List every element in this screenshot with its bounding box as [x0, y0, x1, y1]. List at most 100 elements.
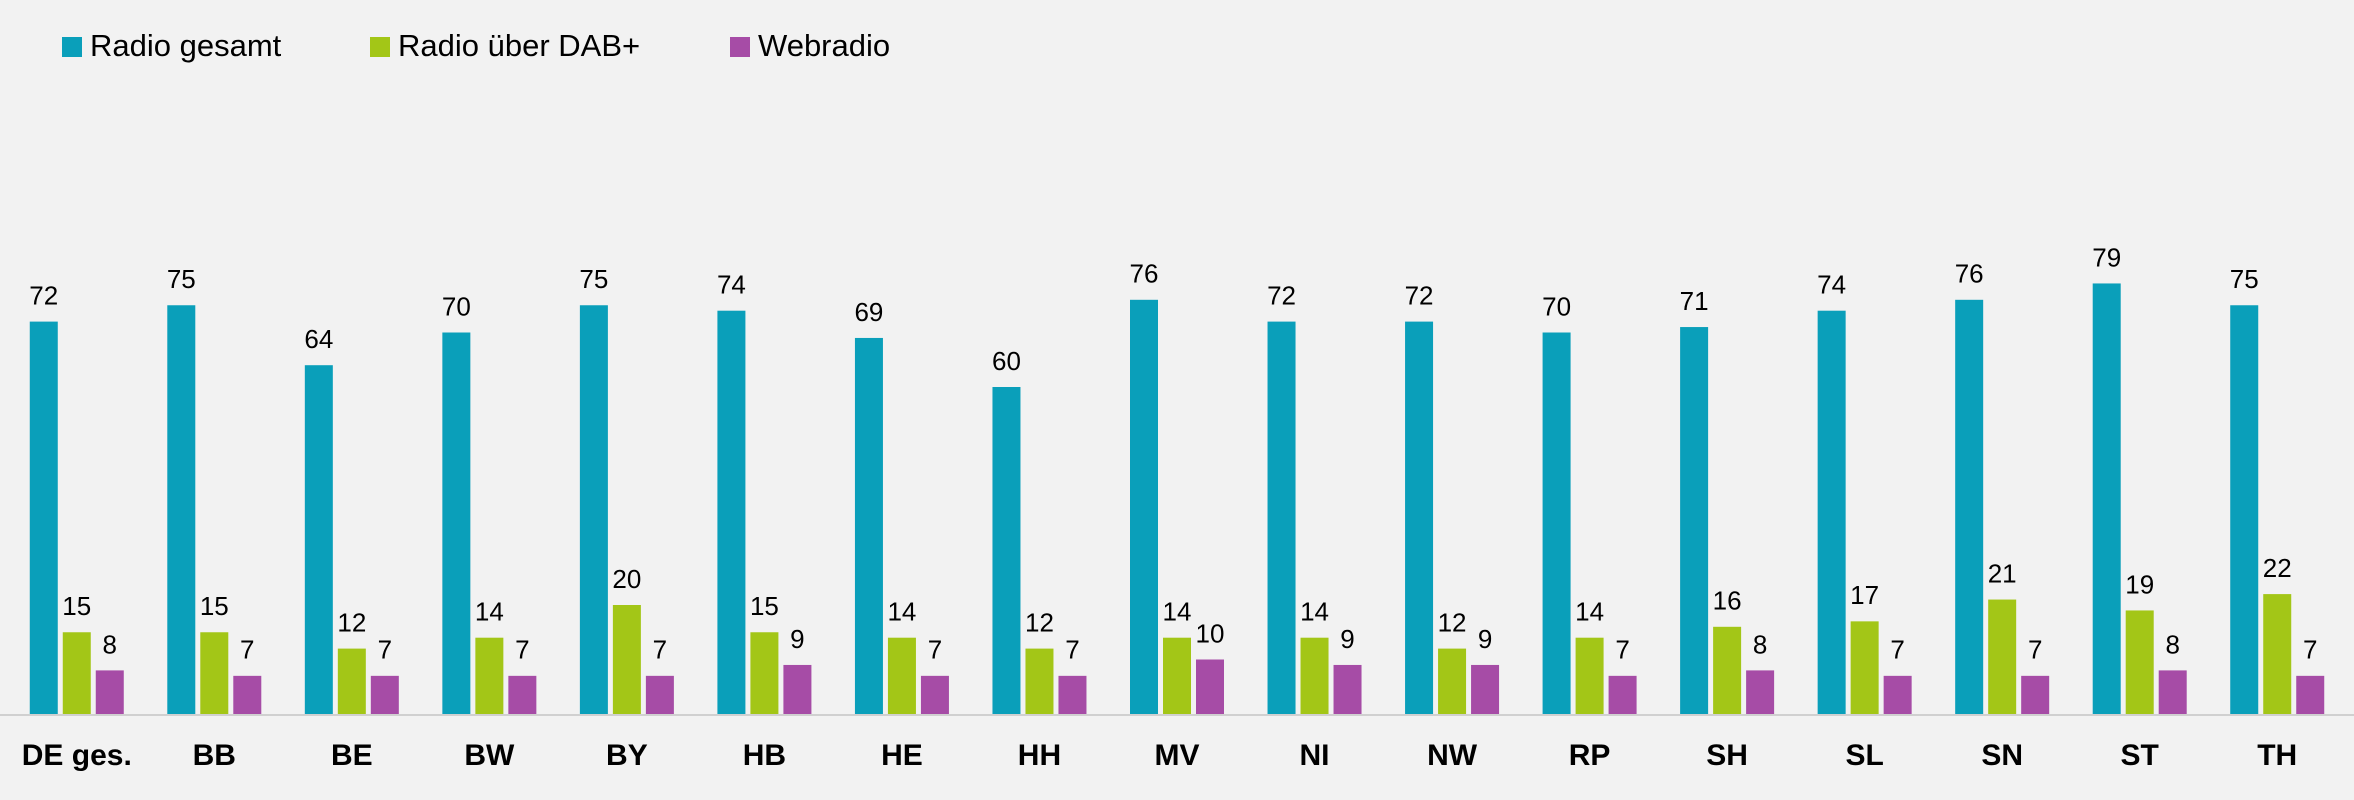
- legend-label: Radio gesamt: [90, 28, 282, 63]
- bar: [200, 632, 229, 714]
- bar: [1988, 599, 2017, 714]
- value-label: 21: [1988, 558, 2017, 588]
- legend-swatch: [730, 37, 750, 57]
- value-label: 76: [1130, 259, 1159, 289]
- value-label: 22: [2263, 553, 2292, 583]
- value-label: 14: [1163, 597, 1192, 627]
- value-label: 7: [240, 635, 254, 665]
- bar: [717, 310, 746, 714]
- value-label: 15: [200, 591, 229, 621]
- x-tick-label: BY: [606, 739, 648, 772]
- value-label: 7: [2303, 635, 2317, 665]
- value-label: 8: [1753, 629, 1767, 659]
- bar: [475, 637, 504, 714]
- bar: [442, 332, 471, 714]
- value-label: 64: [304, 324, 333, 354]
- value-label: 72: [1405, 280, 1434, 310]
- bar: [2263, 594, 2292, 714]
- value-label: 16: [1713, 586, 1742, 616]
- bar: [167, 305, 196, 714]
- x-tick-label: NW: [1427, 739, 1478, 772]
- bar: [2021, 675, 2050, 714]
- value-label: 14: [1300, 597, 1329, 627]
- bar: [1471, 664, 1500, 714]
- value-label: 60: [992, 346, 1021, 376]
- x-tick-label: RP: [1569, 739, 1611, 772]
- bar: [1130, 299, 1158, 714]
- value-label: 14: [475, 597, 504, 627]
- bar: [1333, 664, 1362, 714]
- value-label: 14: [887, 597, 916, 627]
- value-label: 9: [1478, 624, 1492, 654]
- value-label: 9: [790, 624, 804, 654]
- value-label: 70: [1542, 291, 1571, 321]
- bar: [612, 605, 641, 714]
- x-tick-label: ST: [2121, 739, 2159, 772]
- legend-swatch: [62, 37, 82, 57]
- bar: [1680, 327, 1709, 714]
- bar: [337, 648, 366, 714]
- value-label: 75: [579, 264, 608, 294]
- value-label: 7: [378, 635, 392, 665]
- bar: [2125, 610, 2154, 714]
- value-label: 12: [1438, 607, 1467, 637]
- bar: [920, 675, 949, 714]
- value-label: 72: [29, 280, 58, 310]
- value-label: 19: [2125, 569, 2154, 599]
- x-tick-label: MV: [1155, 739, 1200, 772]
- value-label: 12: [337, 607, 366, 637]
- bar: [508, 675, 537, 714]
- bar: [645, 675, 674, 714]
- bar: [62, 632, 91, 714]
- value-label: 10: [1196, 618, 1225, 648]
- bar: [992, 387, 1021, 714]
- legend-label: Webradio: [758, 28, 890, 63]
- value-label: 9: [1340, 624, 1354, 654]
- value-label: 7: [928, 635, 942, 665]
- value-label: 7: [1890, 635, 1904, 665]
- bar: [1438, 648, 1467, 714]
- bar: [2092, 283, 2121, 714]
- bar: [2296, 675, 2325, 714]
- bar: [1955, 299, 1984, 714]
- bar: [95, 670, 124, 714]
- value-label: 71: [1680, 286, 1709, 316]
- value-label: 7: [653, 635, 667, 665]
- bar: [304, 365, 333, 714]
- value-label: 14: [1575, 597, 1604, 627]
- value-label: 15: [750, 591, 779, 621]
- bar: [2158, 670, 2187, 714]
- bar: [370, 675, 399, 714]
- bar: [750, 632, 779, 714]
- bar: [1542, 332, 1571, 714]
- x-tick-label: BB: [193, 739, 236, 772]
- value-label: 79: [2092, 242, 2121, 272]
- bar: [579, 305, 608, 714]
- bar: [1058, 675, 1087, 714]
- value-label: 75: [167, 264, 196, 294]
- bar: [1196, 659, 1224, 714]
- value-label: 8: [2165, 629, 2179, 659]
- bar: [1883, 675, 1912, 714]
- bar: [233, 675, 262, 714]
- x-tick-label: TH: [2257, 739, 2297, 772]
- bar: [1300, 637, 1329, 714]
- x-tick-label: BW: [464, 739, 515, 772]
- value-label: 15: [62, 591, 91, 621]
- value-label: 7: [515, 635, 529, 665]
- bar: [1267, 321, 1296, 714]
- x-tick-label: DE ges.: [22, 739, 132, 772]
- value-label: 12: [1025, 607, 1054, 637]
- value-label: 69: [854, 297, 883, 327]
- bar: [29, 321, 58, 714]
- bar: [1713, 626, 1742, 714]
- x-tick-label: SL: [1845, 739, 1883, 772]
- x-tick-label: HE: [881, 739, 923, 772]
- value-label: 74: [1817, 270, 1846, 300]
- value-label: 75: [2230, 264, 2259, 294]
- value-label: 20: [612, 564, 641, 594]
- x-tick-label: SH: [1706, 739, 1748, 772]
- x-tick-label: BE: [331, 739, 373, 772]
- bar: [783, 664, 812, 714]
